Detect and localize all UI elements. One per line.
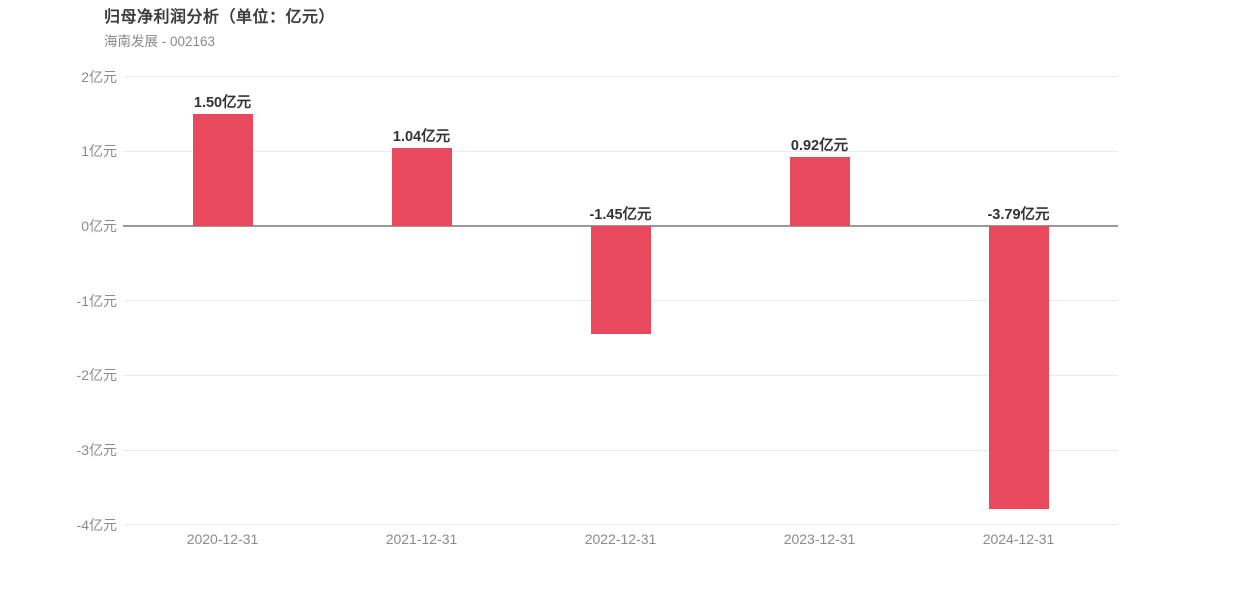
bar-value-label: 1.50亿元 [193,95,252,112]
bar-2023-12-31[interactable] [789,157,850,227]
y-axis-tick-label: -1亿元 [76,292,117,309]
bar-2024-12-31[interactable] [988,226,1049,510]
bar-2021-12-31[interactable] [391,148,452,227]
gridline [123,524,1118,526]
bar-value-label: -1.45亿元 [589,207,652,224]
chart-title: 归母净利润分析（单位：亿元） [104,9,336,26]
gridline [123,449,1118,451]
y-axis-tick-label: -3亿元 [76,442,117,459]
bar-value-label: 1.04亿元 [392,129,451,146]
bar-2020-12-31[interactable] [192,114,253,227]
y-axis-tick-label: -2亿元 [76,367,117,384]
gridline [123,76,1118,78]
y-axis-tick-label: 1亿元 [81,143,117,160]
gridline [123,374,1118,376]
x-axis-tick-label: 2024-12-31 [982,531,1055,547]
y-axis-tick-label: 2亿元 [81,68,117,85]
x-axis-tick-label: 2020-12-31 [186,531,259,547]
x-axis-tick-label: 2021-12-31 [385,531,458,547]
y-axis-tick-label: 0亿元 [81,218,117,235]
y-axis-tick-label: -4亿元 [76,516,117,533]
x-axis-tick-label: 2023-12-31 [783,531,856,547]
bar-value-label: 0.92亿元 [790,138,849,155]
bar-2022-12-31[interactable] [590,226,651,335]
chart-subtitle: 海南发展 - 002163 [104,34,216,49]
gridline [123,150,1118,152]
x-axis-tick-label: 2022-12-31 [584,531,657,547]
bar-value-label: -3.79亿元 [987,207,1050,224]
